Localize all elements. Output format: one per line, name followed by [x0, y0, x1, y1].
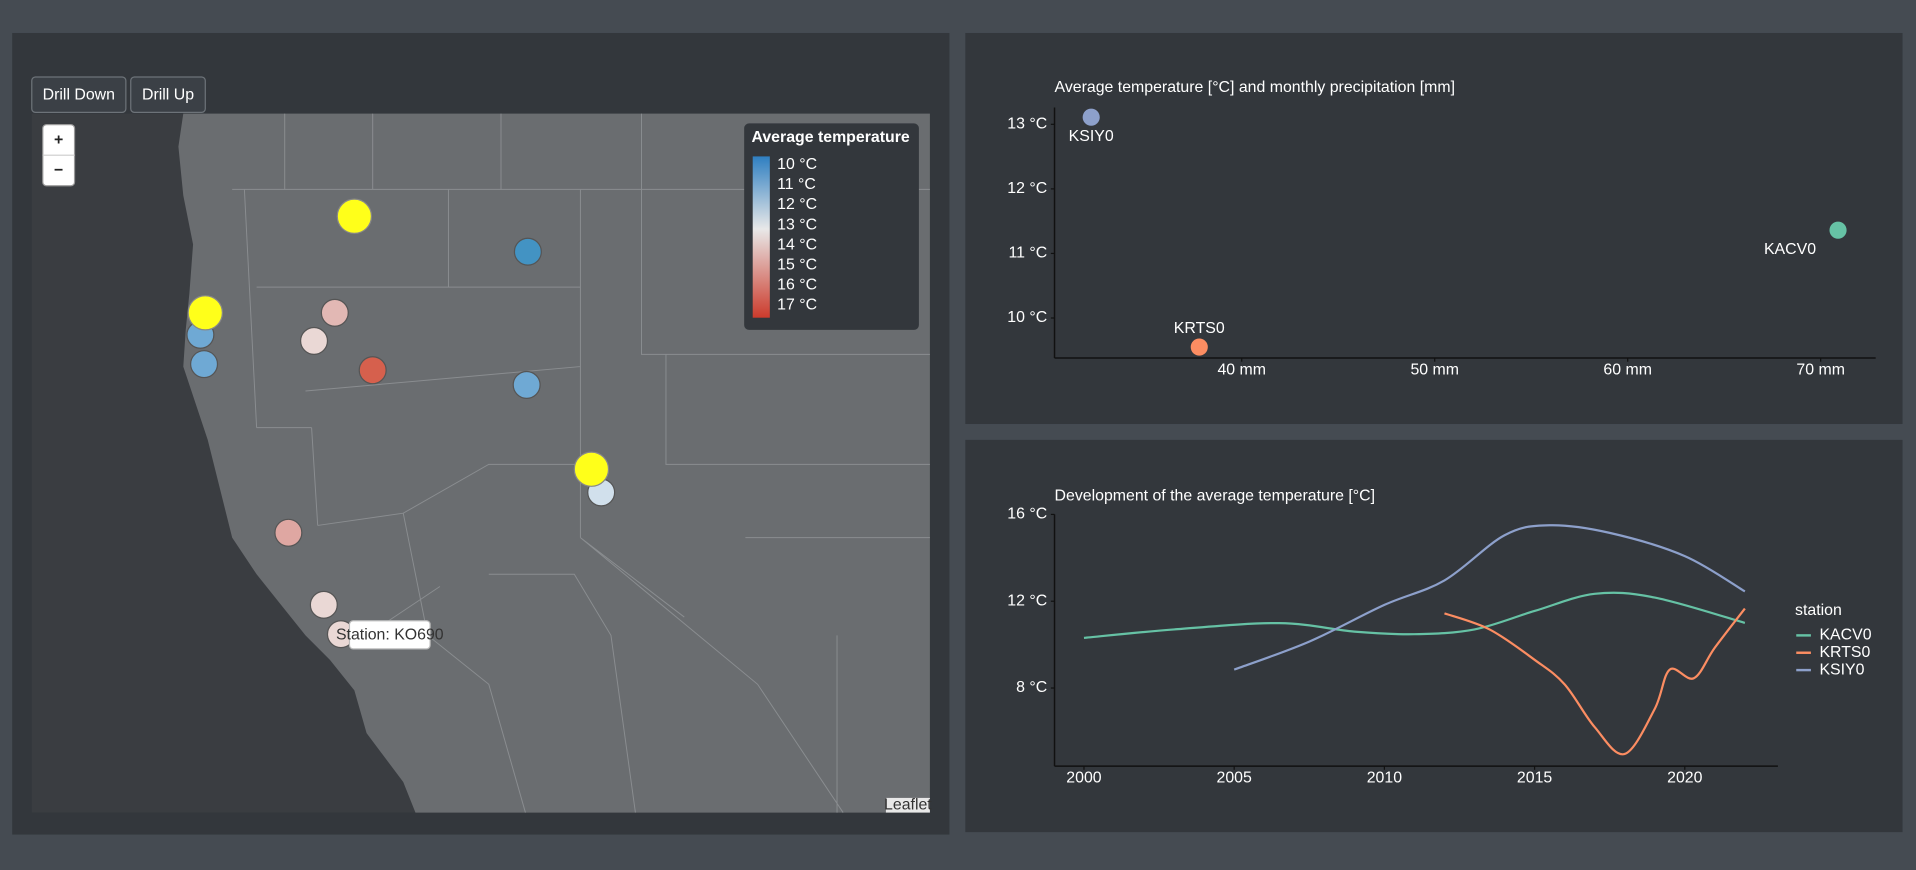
scatter-panel — [965, 32, 1903, 425]
legend-label: 17 °C — [777, 296, 817, 313]
station-marker[interactable] — [573, 451, 610, 487]
legend-label: KACV0 — [1819, 627, 1871, 644]
map: Station: KO690 + − Average temperature 1… — [31, 113, 932, 813]
station-marker[interactable] — [320, 298, 349, 327]
zoom-out[interactable]: − — [54, 162, 63, 179]
station-marker[interactable] — [309, 590, 338, 619]
x-tick-label: 60 mm — [1603, 361, 1652, 378]
chart-title: Development of the average temperature [… — [1055, 487, 1376, 504]
x-tick-label: 2000 — [1066, 770, 1101, 787]
point-label: KSIY0 — [1069, 128, 1114, 145]
y-tick-label: 11 °C — [1008, 245, 1047, 262]
legend-title: station — [1795, 602, 1842, 619]
legend-label: 11 °C — [777, 176, 816, 193]
station-marker[interactable] — [187, 295, 224, 331]
legend-label: 14 °C — [777, 236, 817, 253]
station-marker[interactable] — [299, 326, 329, 355]
x-tick-label: 2005 — [1217, 770, 1252, 787]
station-marker[interactable] — [358, 356, 387, 385]
scatter-point — [1829, 221, 1847, 239]
zoom-control: + − — [42, 124, 76, 187]
x-tick-label: 2010 — [1367, 770, 1402, 787]
line-series — [1444, 607, 1746, 756]
zoom-in[interactable]: + — [54, 132, 63, 149]
legend-label: 13 °C — [777, 216, 817, 233]
x-tick-label: 2020 — [1667, 770, 1702, 787]
y-tick-label: 8 °C — [1016, 679, 1047, 696]
y-tick-label: 12 °C — [1007, 592, 1047, 609]
point-label: KRTS0 — [1174, 320, 1225, 337]
x-tick-label: 50 mm — [1410, 361, 1459, 378]
legend-label: 12 °C — [777, 196, 817, 213]
y-tick-label: 13 °C — [1007, 116, 1047, 133]
station-marker[interactable] — [512, 370, 541, 399]
tooltip-text: Station: KO690 — [336, 627, 444, 644]
legend-label: 15 °C — [777, 256, 817, 273]
scatter-point — [1190, 338, 1208, 356]
attribution-box — [885, 797, 930, 813]
legend-label: 16 °C — [777, 276, 817, 293]
legend-label: 10 °C — [777, 156, 817, 173]
station-marker[interactable] — [513, 237, 542, 266]
tooltip: Station: KO690 — [336, 620, 444, 650]
line-series — [1233, 524, 1746, 671]
y-tick-label: 16 °C — [1007, 506, 1047, 523]
attribution: Leaflet — [884, 796, 932, 813]
y-tick-label: 12 °C — [1007, 180, 1047, 197]
legend-labels: 10 °C 11 °C 12 °C 13 °C 14 °C 15 °C 16 °C 17 °C — [777, 156, 817, 313]
chart-title: Average temperature [°C] and monthly pre… — [1055, 79, 1455, 96]
station-marker[interactable] — [190, 350, 219, 379]
borders — [232, 113, 930, 813]
station-marker[interactable] — [274, 518, 303, 547]
point-label: KACV0 — [1764, 241, 1816, 258]
legend-label: KSIY0 — [1819, 661, 1864, 678]
legend-label: KRTS0 — [1819, 644, 1870, 661]
button-label[interactable]: Drill Down — [43, 86, 115, 103]
x-tick-label: 40 mm — [1217, 361, 1266, 378]
drill-up-button[interactable]: Drill Up — [130, 76, 206, 114]
map-legend: Average temperature 10 °C 11 °C 12 °C 13 °C… — [744, 123, 919, 330]
y-tick-label: 10 °C — [1007, 309, 1047, 326]
x-tick-label: 70 mm — [1796, 361, 1845, 378]
x-tick-label: 2015 — [1517, 770, 1552, 787]
station-marker[interactable] — [336, 198, 373, 234]
drill-down-button[interactable]: Drill Down — [31, 76, 127, 114]
line-series — [1083, 591, 1746, 639]
legend-title: Average temperature — [751, 129, 909, 146]
button-label[interactable]: Drill Up — [142, 86, 194, 103]
station-markers — [186, 198, 616, 649]
scatter-point — [1082, 108, 1100, 126]
